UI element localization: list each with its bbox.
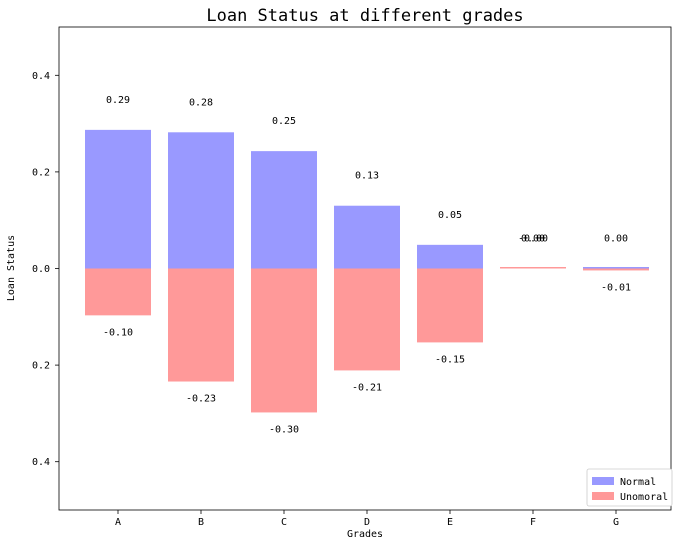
data-label-normal-C: 0.25 (272, 116, 296, 127)
data-label-normal-B: 0.28 (189, 97, 213, 108)
chart-title: Loan Status at different grades (206, 6, 523, 26)
legend: Normal Unomoral (587, 469, 672, 506)
x-tick-label: E (447, 517, 453, 528)
bar-normal-G (583, 267, 649, 269)
bar-unomoral-F (500, 267, 566, 269)
x-tick-label: B (198, 517, 204, 528)
bar-unomoral-B (168, 269, 234, 382)
data-label-unomoral-F: -0.00 (518, 234, 548, 245)
data-label-unomoral-C: -0.30 (269, 424, 299, 435)
data-label-normal-G: 0.00 (604, 234, 628, 245)
bar-normal-D (334, 206, 400, 269)
data-label-unomoral-D: -0.21 (352, 382, 382, 393)
data-label-unomoral-G: -0.01 (601, 282, 631, 293)
data-label-normal-E: 0.05 (438, 210, 462, 221)
legend-swatch-unomoral (592, 492, 614, 500)
data-label-unomoral-E: -0.15 (435, 354, 465, 365)
bar-unomoral-D (334, 269, 400, 371)
bar-normal-B (168, 132, 234, 268)
x-tick-label: F (530, 517, 536, 528)
x-tick-label: G (613, 517, 619, 528)
legend-label-normal: Normal (620, 477, 656, 488)
y-axis-label: Loan Status (6, 235, 17, 301)
y-tick-label: 0.0 (32, 264, 50, 275)
x-tick-label: C (281, 517, 287, 528)
x-axis-label: Grades (347, 529, 383, 540)
y-axis: 0.4 0.2 0.0 0.2 0.4 (32, 71, 59, 468)
x-tick-label: D (364, 517, 370, 528)
x-axis: A B C D E F G (115, 510, 619, 528)
data-label-unomoral-B: -0.23 (186, 394, 216, 405)
y-tick-label: 0.4 (32, 71, 50, 82)
y-tick-label: 0.4 (32, 457, 50, 468)
bar-unomoral-A (85, 269, 151, 316)
legend-label-unomoral: Unomoral (620, 492, 668, 503)
y-tick-label: 0.2 (32, 167, 50, 178)
data-label-normal-D: 0.13 (355, 171, 379, 182)
bar-normal-A (85, 130, 151, 269)
x-tick-label: A (115, 517, 121, 528)
bar-normal-E (417, 245, 483, 269)
legend-swatch-normal (592, 477, 614, 485)
bar-unomoral-E (417, 269, 483, 343)
data-label-normal-A: 0.29 (106, 95, 130, 106)
bar-unomoral-C (251, 269, 317, 413)
data-label-unomoral-A: -0.10 (103, 327, 133, 338)
bar-normal-C (251, 151, 317, 268)
y-tick-label: 0.2 (32, 361, 50, 372)
bar-unomoral-G (583, 269, 649, 271)
